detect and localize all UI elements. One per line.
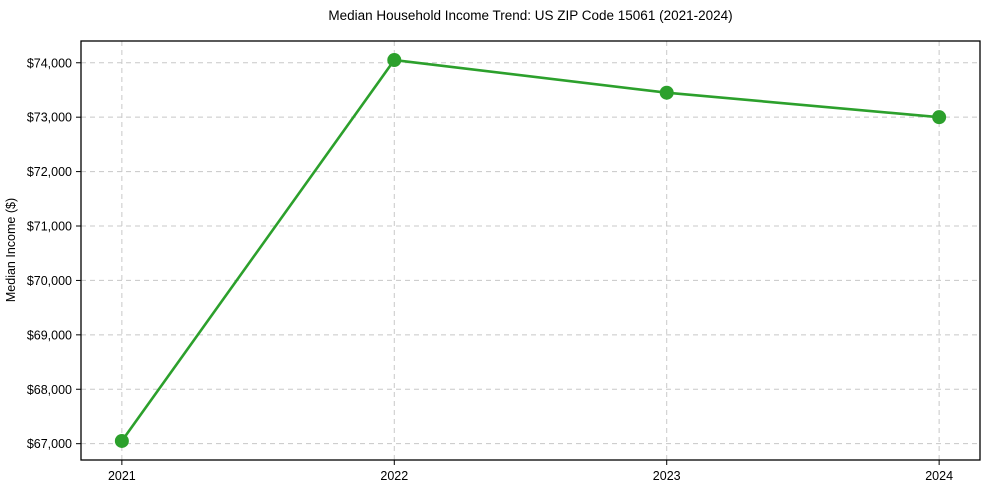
x-tick-label: 2022 <box>380 469 408 483</box>
data-point <box>659 85 674 100</box>
plot-border <box>80 40 981 461</box>
y-tick-label: $71,000 <box>27 220 72 234</box>
data-point <box>387 53 402 68</box>
x-tick-label: 2021 <box>108 469 136 483</box>
trend-line <box>120 58 941 443</box>
x-tick-label: 2023 <box>653 469 681 483</box>
x-tick-label: 2024 <box>925 469 953 483</box>
y-tick-label: $69,000 <box>27 328 72 342</box>
y-tick-label: $68,000 <box>27 383 72 397</box>
y-tick-label: $72,000 <box>27 165 72 179</box>
data-point <box>932 110 947 125</box>
data-point <box>114 433 129 448</box>
chart-title: Median Household Income Trend: US ZIP Co… <box>328 8 733 23</box>
y-tick-label: $73,000 <box>27 111 72 125</box>
y-tick-label: $70,000 <box>27 274 72 288</box>
y-tick-label: $67,000 <box>27 437 72 451</box>
y-tick-label: $74,000 <box>27 56 72 70</box>
